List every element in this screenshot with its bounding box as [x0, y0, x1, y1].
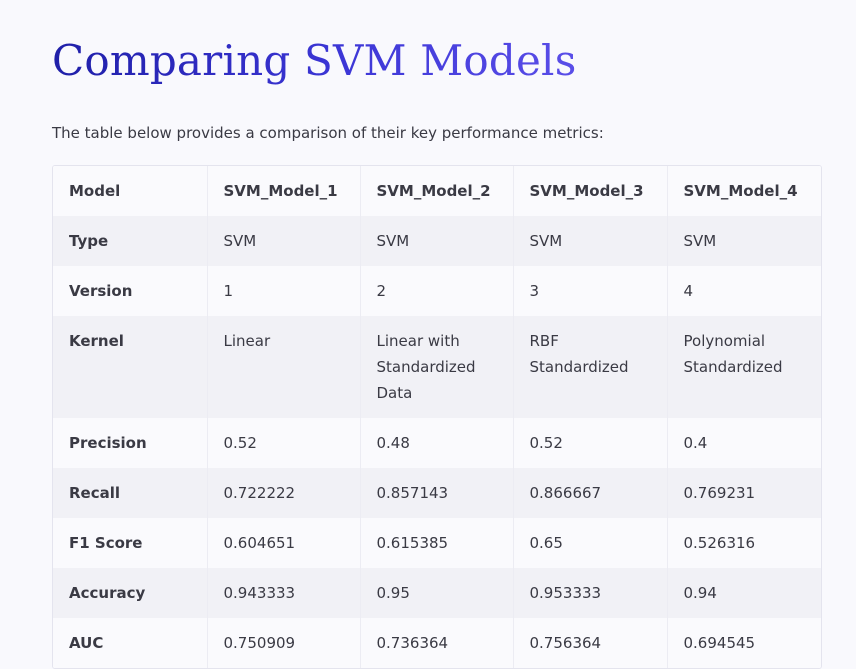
table-row: AUC 0.750909 0.736364 0.756364 0.694545: [53, 618, 821, 668]
table-cell: 0.866667: [513, 468, 668, 518]
row-label: Recall: [53, 468, 208, 518]
table-cell: 0.52: [207, 418, 361, 468]
row-label: Precision: [53, 418, 208, 468]
row-label: AUC: [53, 618, 208, 668]
table-row: Type SVM SVM SVM SVM: [53, 216, 821, 266]
header-cell: SVM_Model_1: [207, 166, 361, 216]
table-header-row: Model SVM_Model_1 SVM_Model_2 SVM_Model_…: [53, 166, 821, 216]
table-cell: 0.694545: [667, 618, 821, 668]
table-row: Recall 0.722222 0.857143 0.866667 0.7692…: [53, 468, 821, 518]
table-cell: 0.95: [360, 568, 514, 618]
table-cell: 0.604651: [207, 518, 361, 568]
table-cell: 0.736364: [360, 618, 514, 668]
table-cell: 0.953333: [513, 568, 668, 618]
table-cell: SVM: [667, 216, 821, 266]
intro-text: The table below provides a comparison of…: [52, 124, 604, 142]
table-cell: Linear with Standardized Data: [360, 316, 514, 418]
table-cell: 0.48: [360, 418, 514, 468]
table-cell: 2: [360, 266, 514, 316]
table-cell: 0.4: [667, 418, 821, 468]
comparison-table: Model SVM_Model_1 SVM_Model_2 SVM_Model_…: [53, 166, 821, 668]
table-cell: RBF Standardized: [513, 316, 668, 418]
table-cell: 0.756364: [513, 618, 668, 668]
row-label: Type: [53, 216, 208, 266]
table-cell: SVM: [513, 216, 668, 266]
header-cell: SVM_Model_4: [667, 166, 821, 216]
table-cell: 4: [667, 266, 821, 316]
table-cell: 0.526316: [667, 518, 821, 568]
row-label: Kernel: [53, 316, 208, 418]
row-label: Version: [53, 266, 208, 316]
table-row: Kernel Linear Linear with Standardized D…: [53, 316, 821, 418]
table-cell: 0.615385: [360, 518, 514, 568]
table-cell: SVM: [360, 216, 514, 266]
table-cell: SVM: [207, 216, 361, 266]
table-cell: 0.52: [513, 418, 668, 468]
table-cell: 0.94: [667, 568, 821, 618]
header-cell: SVM_Model_2: [360, 166, 514, 216]
table-cell: 0.722222: [207, 468, 361, 518]
table-cell: 0.943333: [207, 568, 361, 618]
table-cell: 0.750909: [207, 618, 361, 668]
row-label: Accuracy: [53, 568, 208, 618]
table-cell: 0.857143: [360, 468, 514, 518]
header-cell: Model: [53, 166, 208, 216]
table-cell: Linear: [207, 316, 361, 418]
table-cell: 0.769231: [667, 468, 821, 518]
table-cell: 0.65: [513, 518, 668, 568]
page-title: Comparing SVM Models: [52, 32, 576, 90]
table-cell: 1: [207, 266, 361, 316]
table-row: F1 Score 0.604651 0.615385 0.65 0.526316: [53, 518, 821, 568]
table-cell: 3: [513, 266, 668, 316]
row-label: F1 Score: [53, 518, 208, 568]
table-row: Version 1 2 3 4: [53, 266, 821, 316]
table-row: Precision 0.52 0.48 0.52 0.4: [53, 418, 821, 468]
table-cell: Polynomial Standardized: [667, 316, 821, 418]
table-row: Accuracy 0.943333 0.95 0.953333 0.94: [53, 568, 821, 618]
header-cell: SVM_Model_3: [513, 166, 668, 216]
comparison-table-container: Model SVM_Model_1 SVM_Model_2 SVM_Model_…: [52, 165, 822, 669]
